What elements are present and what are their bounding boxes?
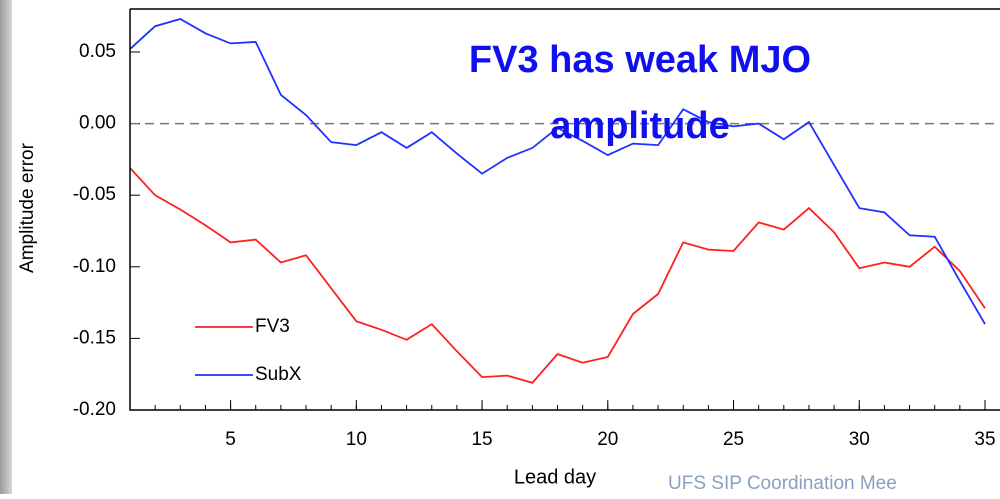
series-line (129, 167, 986, 384)
x-axis-label: Lead day (514, 466, 596, 488)
x-tick-label: 35 (974, 429, 995, 450)
series-line (129, 18, 986, 325)
y-tick-label: -0.15 (73, 327, 116, 348)
x-tick-label: 10 (346, 429, 367, 450)
y-tick-label: 0.00 (79, 113, 116, 134)
y-tick-label: -0.20 (73, 399, 116, 420)
footer: UFS SIP Coordination Mee (668, 473, 897, 494)
y-tick-label: -0.05 (73, 184, 116, 205)
y-tick-label: 0.05 (79, 41, 116, 62)
x-tick-label: 15 (471, 429, 492, 450)
plot-frame (129, 8, 1000, 411)
legend-label: SubX (255, 364, 302, 385)
x-tick-label: 30 (849, 429, 870, 450)
x-tick-label: 5 (225, 429, 236, 450)
x-tick-label: 20 (597, 429, 618, 450)
y-tick-label: -0.10 (73, 256, 116, 277)
annotation: FV3 has weak MJO amplitude (469, 39, 811, 147)
x-tick-label: 25 (723, 429, 744, 450)
legend-label: FV3 (255, 316, 290, 337)
slide-edge (0, 0, 12, 494)
y-axis-label: Amplitude error (17, 142, 38, 273)
